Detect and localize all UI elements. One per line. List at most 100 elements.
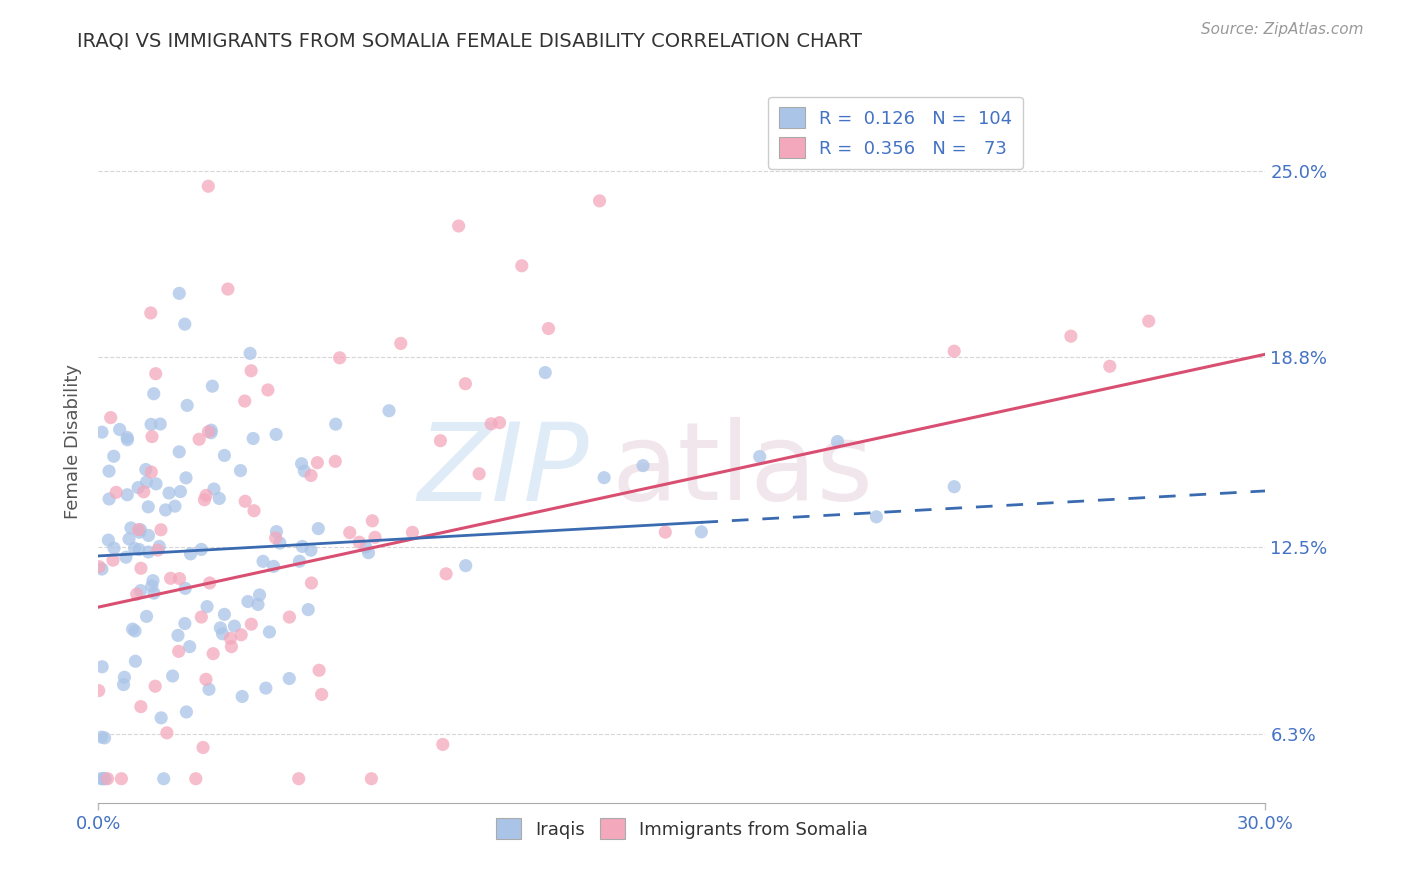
Point <box>157 486 180 500</box>
Point <box>239 346 262 360</box>
Point <box>174 471 197 485</box>
Point <box>167 286 190 301</box>
Point <box>141 429 163 443</box>
Point <box>231 690 253 704</box>
Point <box>827 434 849 449</box>
Point <box>263 559 285 574</box>
Point <box>167 644 190 658</box>
Point <box>360 772 382 786</box>
Point <box>145 367 167 381</box>
Point <box>259 624 281 639</box>
Point <box>943 344 966 359</box>
Point <box>202 482 225 496</box>
Text: IRAQI VS IMMIGRANTS FROM SOMALIA FEMALE DISABILITY CORRELATION CHART: IRAQI VS IMMIGRANTS FROM SOMALIA FEMALE … <box>77 31 862 50</box>
Point <box>748 450 770 464</box>
Point <box>197 179 219 194</box>
Point <box>173 616 195 631</box>
Point <box>488 416 510 430</box>
Point <box>148 540 170 554</box>
Point <box>307 456 329 470</box>
Point <box>249 588 271 602</box>
Point <box>233 494 256 508</box>
Point <box>141 579 163 593</box>
Point <box>128 542 150 557</box>
Point <box>193 492 215 507</box>
Point <box>231 628 253 642</box>
Point <box>124 541 146 556</box>
Point <box>141 465 163 479</box>
Point <box>510 259 533 273</box>
Point <box>139 306 162 320</box>
Point <box>195 599 218 614</box>
Point <box>159 571 181 585</box>
Point <box>112 670 135 684</box>
Point <box>97 772 120 786</box>
Point <box>654 525 676 540</box>
Point <box>288 554 311 568</box>
Point <box>233 394 256 409</box>
Point <box>290 457 312 471</box>
Point <box>149 417 172 431</box>
Point <box>214 449 236 463</box>
Point <box>129 561 152 575</box>
Point <box>110 772 132 786</box>
Legend: Iraqis, Immigrants from Somalia: Iraqis, Immigrants from Somalia <box>486 809 877 848</box>
Point <box>200 425 222 440</box>
Point <box>357 546 380 560</box>
Point <box>1137 314 1160 328</box>
Point <box>246 598 269 612</box>
Point <box>588 194 610 208</box>
Point <box>115 550 138 565</box>
Point <box>269 536 291 550</box>
Point <box>90 730 112 744</box>
Point <box>142 574 165 588</box>
Point <box>264 427 287 442</box>
Point <box>98 464 121 478</box>
Point <box>301 576 323 591</box>
Point <box>593 471 616 485</box>
Point <box>214 607 236 622</box>
Point <box>943 480 966 494</box>
Point <box>291 540 314 554</box>
Point <box>194 673 217 687</box>
Point <box>135 609 157 624</box>
Point <box>349 535 371 549</box>
Point <box>468 467 491 481</box>
Point <box>120 521 142 535</box>
Point <box>198 682 221 697</box>
Point <box>156 726 179 740</box>
Point <box>169 572 191 586</box>
Text: ZIP: ZIP <box>418 418 589 523</box>
Point <box>91 660 114 674</box>
Point <box>200 423 222 437</box>
Point <box>323 454 346 468</box>
Point <box>132 484 155 499</box>
Point <box>135 462 157 476</box>
Point <box>292 464 315 478</box>
Point <box>100 410 122 425</box>
Point <box>1098 359 1121 374</box>
Point <box>254 681 277 695</box>
Point <box>240 617 263 632</box>
Point <box>184 772 207 786</box>
Point <box>152 772 174 786</box>
Point <box>138 528 160 542</box>
Point <box>690 524 713 539</box>
Point <box>190 542 212 557</box>
Point <box>208 491 231 506</box>
Point <box>209 621 232 635</box>
Point <box>125 587 148 601</box>
Point <box>221 640 243 654</box>
Point <box>108 422 131 436</box>
Point <box>236 594 259 608</box>
Point <box>308 663 330 677</box>
Point <box>454 558 477 573</box>
Point <box>103 541 125 556</box>
Point <box>354 540 377 554</box>
Point <box>129 523 152 537</box>
Point <box>537 321 560 335</box>
Point <box>389 336 412 351</box>
Text: atlas: atlas <box>612 417 875 524</box>
Point <box>339 525 361 540</box>
Point <box>138 545 160 559</box>
